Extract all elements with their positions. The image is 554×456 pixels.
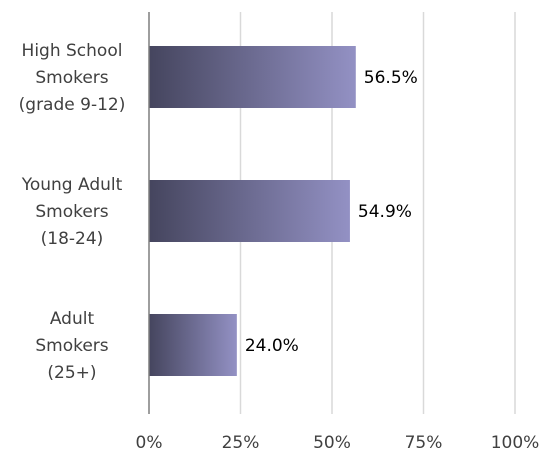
- x-tick-label: 75%: [405, 433, 443, 453]
- category-label: Adult Smokers (25+): [35, 309, 108, 383]
- x-tick-label: 25%: [222, 433, 260, 453]
- labels: 0% 25% 50% 75% 100% 56.5% High School Smokers (g…: [19, 41, 540, 453]
- x-tick-label: 100%: [491, 433, 540, 453]
- data-label: 54.9%: [358, 202, 412, 222]
- data-label: 24.0%: [245, 336, 299, 356]
- bar: [149, 314, 237, 376]
- data-label: 56.5%: [364, 68, 418, 88]
- bars: [149, 46, 356, 376]
- x-tick-label: 50%: [313, 433, 351, 453]
- x-tick-label: 0%: [136, 433, 163, 453]
- bar: [149, 180, 350, 242]
- category-label: High School Smokers (grade 9-12): [19, 41, 126, 115]
- bar: [149, 46, 356, 108]
- category-label: Young Adult Smokers (18-24): [21, 175, 123, 249]
